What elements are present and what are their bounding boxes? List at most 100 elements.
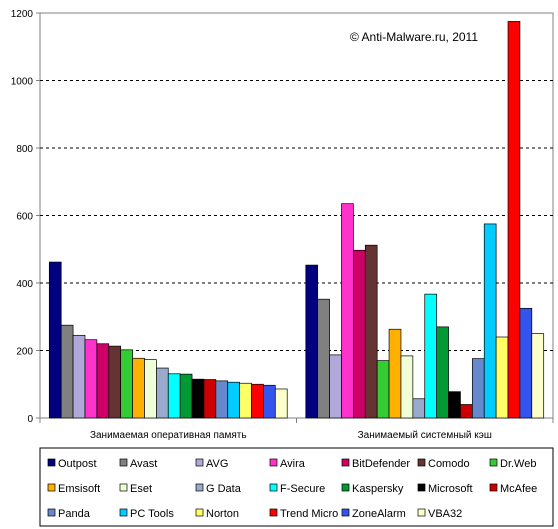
legend-label: Dr.Web <box>500 458 536 470</box>
bar-comodo <box>364 244 378 419</box>
legend-item-trend-micro: Trend Micro <box>269 508 338 520</box>
legend-swatch <box>341 483 350 492</box>
bar-mcafee <box>203 379 217 419</box>
legend-item-pc-tools: PC Tools <box>119 508 174 520</box>
y-tick-label: 800 <box>16 144 33 155</box>
bar-emsisoft <box>388 328 402 419</box>
bar-mcafee <box>460 404 473 419</box>
legend-swatch <box>119 458 128 467</box>
x-category-label: Занимаемый системный кэш <box>358 430 492 441</box>
legend-label: Emsisoft <box>58 483 100 495</box>
bar-eset <box>400 355 414 419</box>
bar-f-secure <box>424 293 437 419</box>
legend-item-avira: Avira <box>269 458 306 470</box>
legend-label: Microsoft <box>428 483 473 495</box>
legend-swatch <box>417 483 426 492</box>
legend-item-norton: Norton <box>195 508 239 520</box>
legend-swatch <box>269 458 278 467</box>
bar-outpost <box>305 264 319 419</box>
legend-label: Trend Micro <box>280 508 338 520</box>
legend-item-zonealarm: ZoneAlarm <box>341 508 406 520</box>
legend-item-dr-web: Dr.Web <box>489 458 536 470</box>
bar-zonealarm <box>519 307 533 419</box>
bar-norton <box>239 382 252 419</box>
bar-trend-micro <box>507 21 521 419</box>
bar-zonealarm <box>263 384 276 419</box>
legend-swatch <box>489 458 498 467</box>
legend-item-g-data: G Data <box>195 483 242 495</box>
bar-pc-tools <box>227 381 240 419</box>
bar-emsisoft <box>132 357 145 419</box>
legend-swatch <box>341 458 350 467</box>
legend: Outpost Avast AVG Avira BitDefender Comodo Dr.… <box>47 458 537 520</box>
legend-label: PC Tools <box>130 508 174 520</box>
bar-comodo <box>108 345 122 419</box>
legend-label: Norton <box>206 508 239 520</box>
legend-item-kaspersky: Kaspersky <box>341 483 404 495</box>
bar-g-data <box>156 367 169 419</box>
bars <box>48 21 545 419</box>
bar-avg <box>329 354 342 419</box>
x-axis: Занимаемая оперативная память Занимаемый … <box>39 418 554 441</box>
legend-swatch <box>119 508 128 517</box>
bar-pc-tools <box>483 223 497 419</box>
watermark: © Anti-Malware.ru, 2011 <box>350 30 478 44</box>
bar-g-data <box>412 398 426 419</box>
legend-label: Avira <box>280 458 306 470</box>
legend-label: F-Secure <box>280 483 325 495</box>
bar-vba32 <box>531 333 545 419</box>
bar-f-secure <box>167 373 181 419</box>
legend-item-comodo: Comodo <box>417 458 470 470</box>
legend-item-panda: Panda <box>47 508 91 520</box>
bar-vba32 <box>274 388 288 419</box>
bar-trend-micro <box>251 383 264 419</box>
bar-dr-web <box>376 360 390 419</box>
bar-avast <box>317 298 330 419</box>
y-tick-label: 1200 <box>11 9 34 20</box>
legend-item-mcafee: McAfee <box>489 483 537 495</box>
bar-norton <box>495 336 509 419</box>
legend-label: ZoneAlarm <box>352 508 406 520</box>
legend-label: Comodo <box>428 458 470 470</box>
y-axis-ticks: 0 200 400 600 800 1000 1200 <box>11 9 40 425</box>
legend-swatch <box>47 483 56 492</box>
bar-outpost <box>48 261 62 419</box>
y-tick-label: 400 <box>16 279 33 290</box>
legend-label: AVG <box>206 458 228 470</box>
bar-avast <box>60 324 74 419</box>
bar-bitdefender <box>96 343 110 419</box>
legend-label: Kaspersky <box>352 483 404 495</box>
bar-kaspersky <box>179 373 193 419</box>
legend-swatch <box>417 508 426 517</box>
legend-label: BitDefender <box>352 458 410 470</box>
bar-dr-web <box>120 349 133 419</box>
y-tick-label: 0 <box>27 414 33 425</box>
bar-panda <box>215 380 229 419</box>
legend-item-eset: Eset <box>119 483 152 495</box>
bar-microsoft <box>191 378 205 419</box>
legend-item-microsoft: Microsoft <box>417 483 473 495</box>
legend-label: Outpost <box>58 458 97 470</box>
bar-avira <box>341 203 354 419</box>
bar-eset <box>144 359 157 419</box>
legend-item-avast: Avast <box>119 458 157 470</box>
legend-item-emsisoft: Emsisoft <box>47 483 100 495</box>
bar-kaspersky <box>436 326 449 419</box>
legend-swatch <box>195 483 204 492</box>
bar-bitdefender <box>353 249 366 419</box>
legend-item-vba32: VBA32 <box>417 508 462 520</box>
legend-label: Avast <box>130 458 157 470</box>
legend-swatch <box>195 458 204 467</box>
bar-avg <box>72 334 86 419</box>
y-tick-label: 200 <box>16 347 33 358</box>
legend-label: G Data <box>206 483 242 495</box>
legend-swatch <box>119 483 128 492</box>
bar-microsoft <box>448 391 461 419</box>
bar-panda <box>471 358 485 419</box>
legend-label: McAfee <box>500 483 537 495</box>
legend-item-outpost: Outpost <box>47 458 97 470</box>
legend-swatch <box>417 458 426 467</box>
bar-avira <box>84 339 98 419</box>
legend-swatch <box>341 508 350 517</box>
